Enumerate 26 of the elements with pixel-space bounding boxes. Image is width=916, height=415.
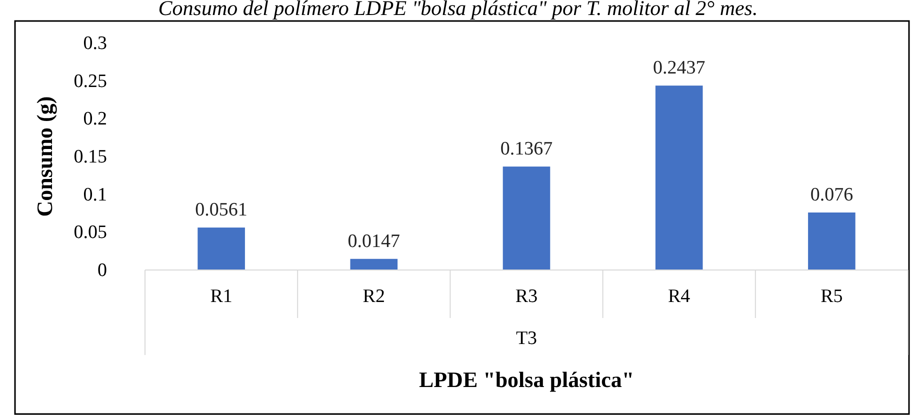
x-axis-title: LPDE "bolsa plástica"	[418, 367, 634, 392]
data-label: 0.076	[810, 184, 854, 206]
x-tick-label: R3	[515, 286, 538, 307]
data-label: 0.0561	[195, 200, 248, 221]
x-tick-label: R5	[820, 286, 843, 307]
text: T3	[516, 328, 538, 349]
y-tick-label: 0.25	[74, 70, 107, 92]
bar	[502, 166, 550, 270]
x-tick-label: R4	[668, 286, 691, 307]
chart-title: Consumo del polímero LDPE "bolsa plástica" por T. molitor al 2° mes.	[158, 0, 758, 20]
data-label: 0.1367	[500, 138, 553, 160]
y-tick-label: 0.05	[74, 222, 107, 244]
x-tick-label: R1	[210, 286, 232, 307]
data-label: 0.0147	[348, 230, 400, 252]
bar	[808, 212, 856, 270]
y-tick-label: 0.2	[83, 108, 107, 130]
bar	[655, 86, 703, 270]
x-tick-label: R2	[362, 286, 385, 307]
data-label: 0.2437	[652, 58, 706, 79]
y-tick-label: 0.3	[83, 33, 107, 54]
y-axis-title: Consumo (g)	[32, 96, 57, 217]
y-tick-label: 0.15	[74, 146, 107, 168]
y-tick-label: 0.1	[83, 184, 107, 206]
bar	[350, 258, 398, 270]
y-tick-label: 0	[98, 260, 107, 281]
bar	[198, 228, 245, 270]
